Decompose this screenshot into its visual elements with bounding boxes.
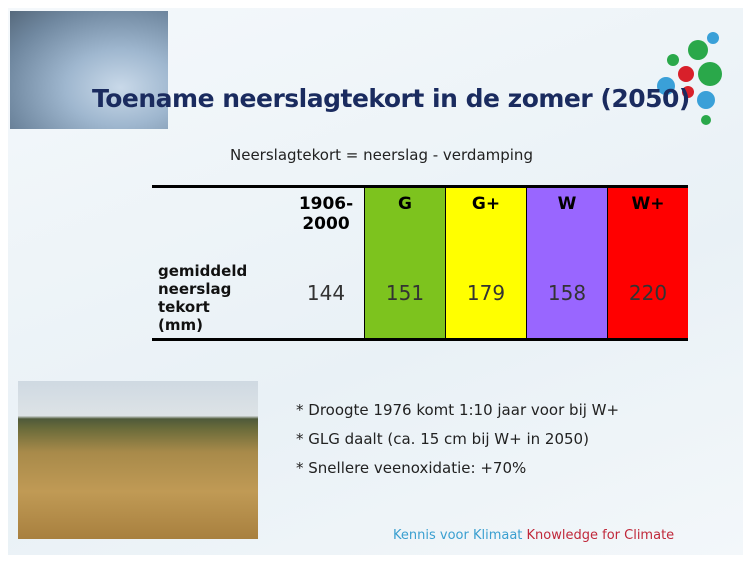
bullet: * Snellere veenoxidatie: +70% xyxy=(296,454,619,483)
header-cell: 1906-2000 xyxy=(288,187,365,249)
footer: Kennis voor Klimaat Knowledge for Climat… xyxy=(393,528,674,543)
bullet: * Droogte 1976 komt 1:10 jaar voor bij W… xyxy=(296,396,619,425)
row-label-line: gemiddeld xyxy=(158,262,288,280)
header-text: 2000 xyxy=(288,214,364,234)
header-cell xyxy=(152,187,288,249)
value-cell: 158 xyxy=(527,249,608,340)
formula: Neerslagtekort = neerslag - verdamping xyxy=(230,146,533,164)
value-cell: 144 xyxy=(288,249,365,340)
footer-en: Knowledge for Climate xyxy=(527,528,675,543)
header-text: G xyxy=(365,194,445,214)
row-label-line: neerslag xyxy=(158,280,288,298)
row-label-line: tekort xyxy=(158,298,288,316)
header-cell: W xyxy=(527,187,608,249)
header-cell: W+ xyxy=(608,187,689,249)
row-label-line: (mm) xyxy=(158,316,288,334)
footer-nl: Kennis voor Klimaat xyxy=(393,528,522,543)
header-cell: G xyxy=(365,187,446,249)
page: Toename neerslagtekort in de zomer (2050… xyxy=(0,0,751,563)
header-cell: G+ xyxy=(446,187,527,249)
value-cell: 220 xyxy=(608,249,689,340)
value-cell: 179 xyxy=(446,249,527,340)
value-cell: 151 xyxy=(365,249,446,340)
bullet-list: * Droogte 1976 komt 1:10 jaar voor bij W… xyxy=(296,396,619,483)
header-text: W xyxy=(527,194,607,214)
slide: Toename neerslagtekort in de zomer (2050… xyxy=(8,8,743,555)
logo xyxy=(648,28,728,138)
header-text: 1906- xyxy=(288,194,364,214)
header-text: W+ xyxy=(608,194,688,214)
cows-photo xyxy=(18,381,258,539)
header-text: G+ xyxy=(446,194,526,214)
bullet: * GLG daalt (ca. 15 cm bij W+ in 2050) xyxy=(296,425,619,454)
title: Toename neerslagtekort in de zomer (2050… xyxy=(92,84,690,113)
